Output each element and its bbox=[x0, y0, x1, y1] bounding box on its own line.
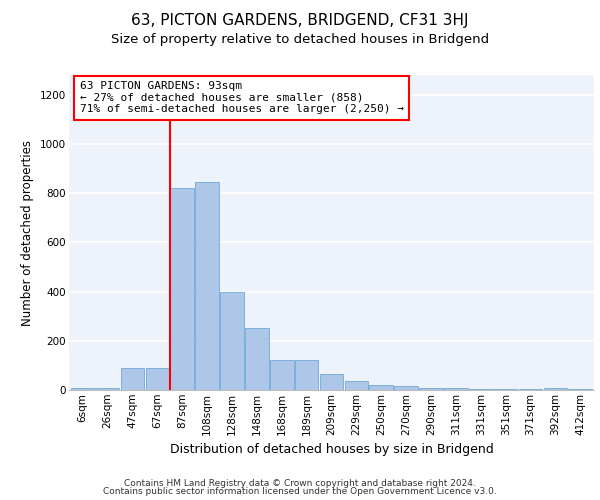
Bar bbox=[394, 386, 418, 390]
Bar bbox=[320, 374, 343, 390]
Bar bbox=[71, 388, 95, 390]
Bar bbox=[519, 389, 542, 390]
Bar bbox=[170, 188, 194, 390]
Bar bbox=[96, 388, 119, 390]
Bar bbox=[344, 382, 368, 390]
Bar bbox=[469, 389, 493, 390]
Text: Contains public sector information licensed under the Open Government Licence v3: Contains public sector information licen… bbox=[103, 487, 497, 496]
Bar bbox=[270, 360, 293, 390]
Bar bbox=[121, 368, 144, 390]
Bar bbox=[195, 182, 219, 390]
X-axis label: Distribution of detached houses by size in Bridgend: Distribution of detached houses by size … bbox=[170, 443, 493, 456]
Bar bbox=[370, 385, 393, 390]
Y-axis label: Number of detached properties: Number of detached properties bbox=[22, 140, 34, 326]
Bar bbox=[568, 389, 592, 390]
Text: 63 PICTON GARDENS: 93sqm
← 27% of detached houses are smaller (858)
71% of semi-: 63 PICTON GARDENS: 93sqm ← 27% of detach… bbox=[79, 82, 404, 114]
Bar bbox=[220, 292, 244, 390]
Bar bbox=[494, 389, 517, 390]
Bar bbox=[419, 388, 443, 390]
Bar bbox=[146, 368, 169, 390]
Bar bbox=[444, 388, 468, 390]
Text: 63, PICTON GARDENS, BRIDGEND, CF31 3HJ: 63, PICTON GARDENS, BRIDGEND, CF31 3HJ bbox=[131, 12, 469, 28]
Bar bbox=[544, 388, 567, 390]
Bar bbox=[295, 360, 319, 390]
Text: Contains HM Land Registry data © Crown copyright and database right 2024.: Contains HM Land Registry data © Crown c… bbox=[124, 478, 476, 488]
Text: Size of property relative to detached houses in Bridgend: Size of property relative to detached ho… bbox=[111, 32, 489, 46]
Bar bbox=[245, 328, 269, 390]
